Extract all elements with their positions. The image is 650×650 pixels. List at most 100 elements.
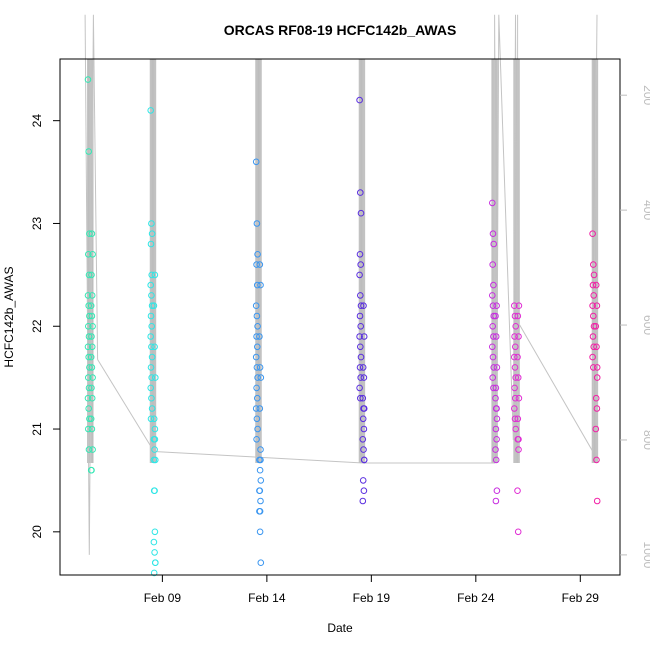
data-point bbox=[590, 292, 598, 299]
x-tick-label: Feb 29 bbox=[562, 591, 600, 605]
data-point bbox=[151, 446, 158, 453]
y-axis: 20 21 22 23 24 bbox=[30, 114, 60, 539]
data-point bbox=[88, 425, 96, 433]
data-point bbox=[357, 374, 365, 381]
data-point bbox=[253, 220, 261, 227]
data-point bbox=[148, 394, 155, 402]
data-point bbox=[85, 323, 92, 330]
data-point bbox=[147, 415, 155, 423]
pressure-profiles bbox=[84, 14, 598, 555]
data-point bbox=[254, 323, 261, 330]
data-point bbox=[147, 384, 154, 392]
data-point bbox=[88, 271, 95, 279]
data-point bbox=[85, 384, 93, 392]
data-point bbox=[512, 425, 520, 433]
data-point bbox=[85, 302, 92, 310]
data-point bbox=[492, 497, 500, 505]
data-point bbox=[256, 487, 263, 495]
data-point bbox=[593, 364, 601, 371]
data-point bbox=[147, 281, 154, 289]
data-point bbox=[252, 158, 260, 166]
data-point bbox=[89, 374, 96, 381]
data-point bbox=[88, 292, 96, 299]
data-point bbox=[360, 446, 367, 453]
plot-frame bbox=[59, 58, 621, 576]
data-point bbox=[490, 384, 497, 392]
data-point bbox=[85, 446, 93, 453]
data-point bbox=[493, 302, 500, 310]
data-point bbox=[590, 261, 597, 268]
data-point bbox=[515, 446, 522, 453]
data-point bbox=[515, 302, 523, 310]
data-point bbox=[253, 364, 261, 371]
data-point bbox=[151, 528, 159, 536]
data-point bbox=[492, 333, 500, 340]
data-point bbox=[593, 497, 601, 505]
data-point bbox=[359, 497, 367, 505]
data-point bbox=[148, 292, 155, 299]
data-point bbox=[515, 436, 522, 443]
data-point bbox=[356, 271, 363, 279]
data-point bbox=[257, 456, 264, 464]
data-point bbox=[150, 415, 158, 423]
y-tick-label: 22 bbox=[30, 319, 44, 333]
data-point bbox=[256, 261, 264, 268]
x-tick-label: Feb 14 bbox=[248, 591, 286, 605]
data-point bbox=[360, 333, 368, 340]
data-point bbox=[511, 353, 518, 361]
data-point bbox=[85, 425, 92, 433]
data-point bbox=[593, 456, 600, 464]
data-point bbox=[85, 333, 93, 340]
data-point bbox=[492, 394, 499, 402]
pressure-profile-line bbox=[258, 456, 364, 464]
data-point bbox=[148, 271, 155, 279]
data-point bbox=[490, 364, 498, 371]
data-point bbox=[514, 487, 521, 495]
data-point bbox=[593, 343, 600, 351]
data-point bbox=[490, 312, 498, 320]
data-point bbox=[148, 220, 155, 227]
data-point bbox=[86, 415, 93, 423]
data-point bbox=[492, 312, 499, 320]
data-point bbox=[148, 405, 156, 412]
data-point bbox=[512, 323, 520, 330]
data-point bbox=[356, 364, 364, 371]
x-axis: Feb 09 Feb 14 Feb 19 Feb 24 Feb 29 bbox=[144, 575, 600, 605]
data-point bbox=[512, 394, 519, 402]
data-point bbox=[85, 271, 93, 279]
data-points bbox=[84, 76, 601, 577]
data-point bbox=[360, 425, 368, 433]
data-point bbox=[84, 76, 92, 83]
data-point bbox=[151, 425, 159, 433]
data-point bbox=[489, 353, 497, 361]
data-point bbox=[511, 384, 518, 392]
pressure-profile-line bbox=[512, 14, 519, 441]
x-tick-label: Feb 19 bbox=[353, 591, 391, 605]
data-point bbox=[512, 374, 520, 381]
data-point bbox=[512, 343, 519, 351]
y-tick-label: 21 bbox=[30, 422, 44, 436]
data-point bbox=[493, 415, 501, 423]
data-point bbox=[151, 271, 159, 279]
data-point bbox=[147, 312, 155, 320]
data-point bbox=[593, 405, 601, 412]
data-point bbox=[590, 343, 598, 351]
data-point bbox=[489, 374, 497, 381]
y-axis-label: HCFC142b_AWAS bbox=[2, 266, 16, 367]
data-point bbox=[147, 240, 155, 248]
data-point bbox=[359, 394, 367, 402]
data-point bbox=[592, 394, 600, 402]
data-point bbox=[360, 302, 367, 310]
data-point bbox=[88, 333, 95, 340]
data-point bbox=[88, 230, 96, 237]
data-point bbox=[84, 292, 92, 299]
pressure-profile-line bbox=[97, 359, 155, 452]
data-point bbox=[357, 302, 365, 310]
data-point bbox=[493, 364, 501, 371]
data-point bbox=[357, 353, 365, 361]
data-point bbox=[492, 446, 499, 453]
data-point bbox=[252, 405, 260, 412]
data-point bbox=[150, 456, 158, 464]
